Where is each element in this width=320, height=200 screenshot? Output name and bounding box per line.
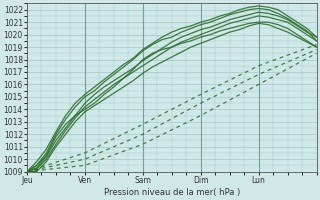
X-axis label: Pression niveau de la mer( hPa ): Pression niveau de la mer( hPa ): [104, 188, 240, 197]
